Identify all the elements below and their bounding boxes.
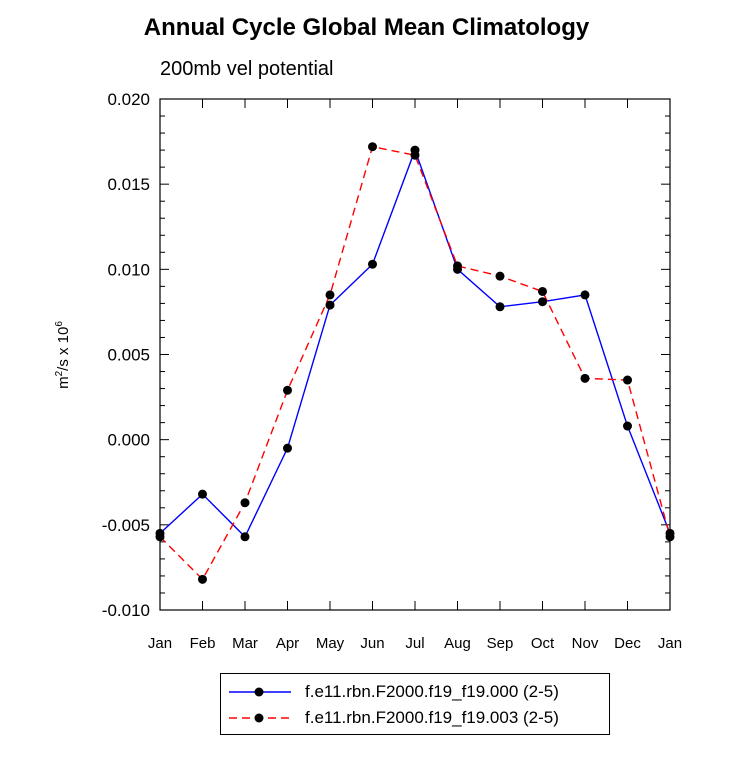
x-tick-label: Feb <box>190 635 216 652</box>
series-2-point <box>580 373 590 383</box>
series-line-2 <box>159 145 671 581</box>
series-2-point <box>198 574 207 584</box>
x-tick-label: Sep <box>487 635 514 652</box>
y-tick-label: 0.005 <box>107 346 150 365</box>
series-1-point <box>538 297 547 307</box>
series-1-point <box>495 302 505 312</box>
series-2-point <box>495 271 505 281</box>
series-1-point <box>325 300 335 310</box>
y-axis-label-sup2: 6 <box>54 321 65 327</box>
series-2-point <box>325 290 335 300</box>
x-tick-label: May <box>316 635 345 652</box>
series-2-point <box>410 150 420 160</box>
series-1-point <box>623 421 632 431</box>
line-chart: m2/s x 106 0.020 0.015 0.010 0.005 0.000 -0.0… <box>54 90 682 652</box>
series-2-point <box>623 375 632 385</box>
x-tick-label: Jul <box>405 635 424 652</box>
legend-label-1: f.e11.rbn.F2000.f19_f19.000 (2-5) <box>305 682 559 701</box>
y-tick-label: 0.015 <box>107 175 150 194</box>
legend-marker-2 <box>254 713 264 723</box>
series-1-point <box>240 532 250 542</box>
y-axis-label: m2/s x 106 <box>54 321 72 389</box>
series-2-point <box>368 142 377 152</box>
legend-marker-1 <box>254 687 264 697</box>
legend: f.e11.rbn.F2000.f19_f19.000 (2-5) f.e11.… <box>220 673 610 735</box>
x-tick-label: Aug <box>444 635 471 652</box>
series-2-point <box>538 286 547 296</box>
y-axis-label-mid: /s x 10 <box>55 327 72 371</box>
legend-label-2: f.e11.rbn.F2000.f19_f19.003 (2-5) <box>305 708 559 727</box>
y-axis-label-base: m <box>55 376 72 389</box>
series-1-point <box>368 259 377 269</box>
series-2-point <box>453 261 462 271</box>
y-tick-label: 0.000 <box>107 431 150 450</box>
legend-item-1: f.e11.rbn.F2000.f19_f19.000 (2-5) <box>221 680 609 704</box>
y-tick-label: -0.005 <box>102 516 150 535</box>
series-2-point <box>155 532 165 542</box>
chart-subtitle: 200mb vel potential <box>160 58 334 80</box>
series-2-point <box>665 532 675 542</box>
svg-text:m2/s x 106: m2/s x 106 <box>54 321 72 389</box>
series-line-1 <box>159 148 671 538</box>
series-2-point <box>240 498 250 508</box>
x-tick-label: Jun <box>360 635 384 652</box>
y-tick-label: 0.010 <box>107 260 150 279</box>
y-tick-label: 0.020 <box>107 90 150 109</box>
x-tick-label: Jan <box>658 635 682 652</box>
x-tick-label: Nov <box>572 635 599 652</box>
x-tick-label: Jan <box>148 635 172 652</box>
y-tick-label: -0.010 <box>102 601 150 620</box>
series-2-point <box>283 385 292 395</box>
x-tick-label: Dec <box>614 635 641 652</box>
chart-title: Annual Cycle Global Mean Climatology <box>143 14 590 41</box>
x-tick-label: Oct <box>531 635 555 652</box>
y-axis-label-sup1: 2 <box>54 370 65 376</box>
series-1-point <box>283 443 292 453</box>
series-1-point <box>198 489 207 499</box>
legend-item-2: f.e11.rbn.F2000.f19_f19.003 (2-5) <box>221 706 609 730</box>
plot-frame <box>159 98 671 611</box>
x-tick-label: Mar <box>232 635 258 652</box>
x-tick-label: Apr <box>276 635 299 652</box>
series-1-point <box>580 290 590 300</box>
